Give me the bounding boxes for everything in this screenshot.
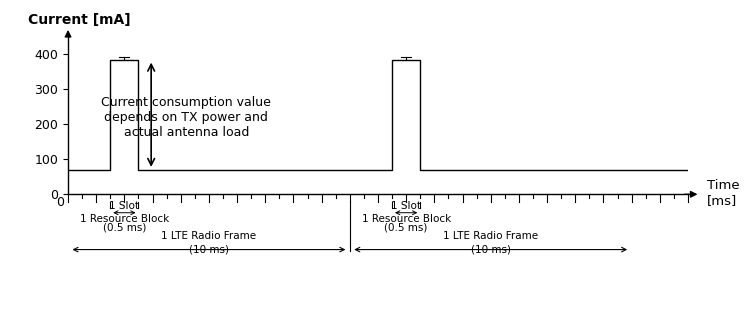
Text: Time
[ms]: Time [ms]: [707, 179, 739, 207]
Text: 1 Slot: 1 Slot: [391, 201, 421, 211]
Text: 1 Resource Block: 1 Resource Block: [80, 214, 169, 224]
Text: (10 ms): (10 ms): [471, 245, 511, 255]
Text: 1 LTE Radio Frame: 1 LTE Radio Frame: [443, 231, 538, 241]
Text: Current [mA]: Current [mA]: [28, 13, 130, 27]
Text: Current consumption value
depends on TX power and
actual antenna load: Current consumption value depends on TX …: [101, 96, 271, 139]
Text: (0.5 ms): (0.5 ms): [103, 223, 146, 233]
Text: (0.5 ms): (0.5 ms): [385, 223, 428, 233]
Text: (10 ms): (10 ms): [189, 245, 229, 255]
Text: 1 LTE Radio Frame: 1 LTE Radio Frame: [161, 231, 256, 241]
Text: 1 Resource Block: 1 Resource Block: [361, 214, 451, 224]
Text: 1 Slot: 1 Slot: [110, 201, 139, 211]
Text: 0: 0: [56, 196, 64, 209]
